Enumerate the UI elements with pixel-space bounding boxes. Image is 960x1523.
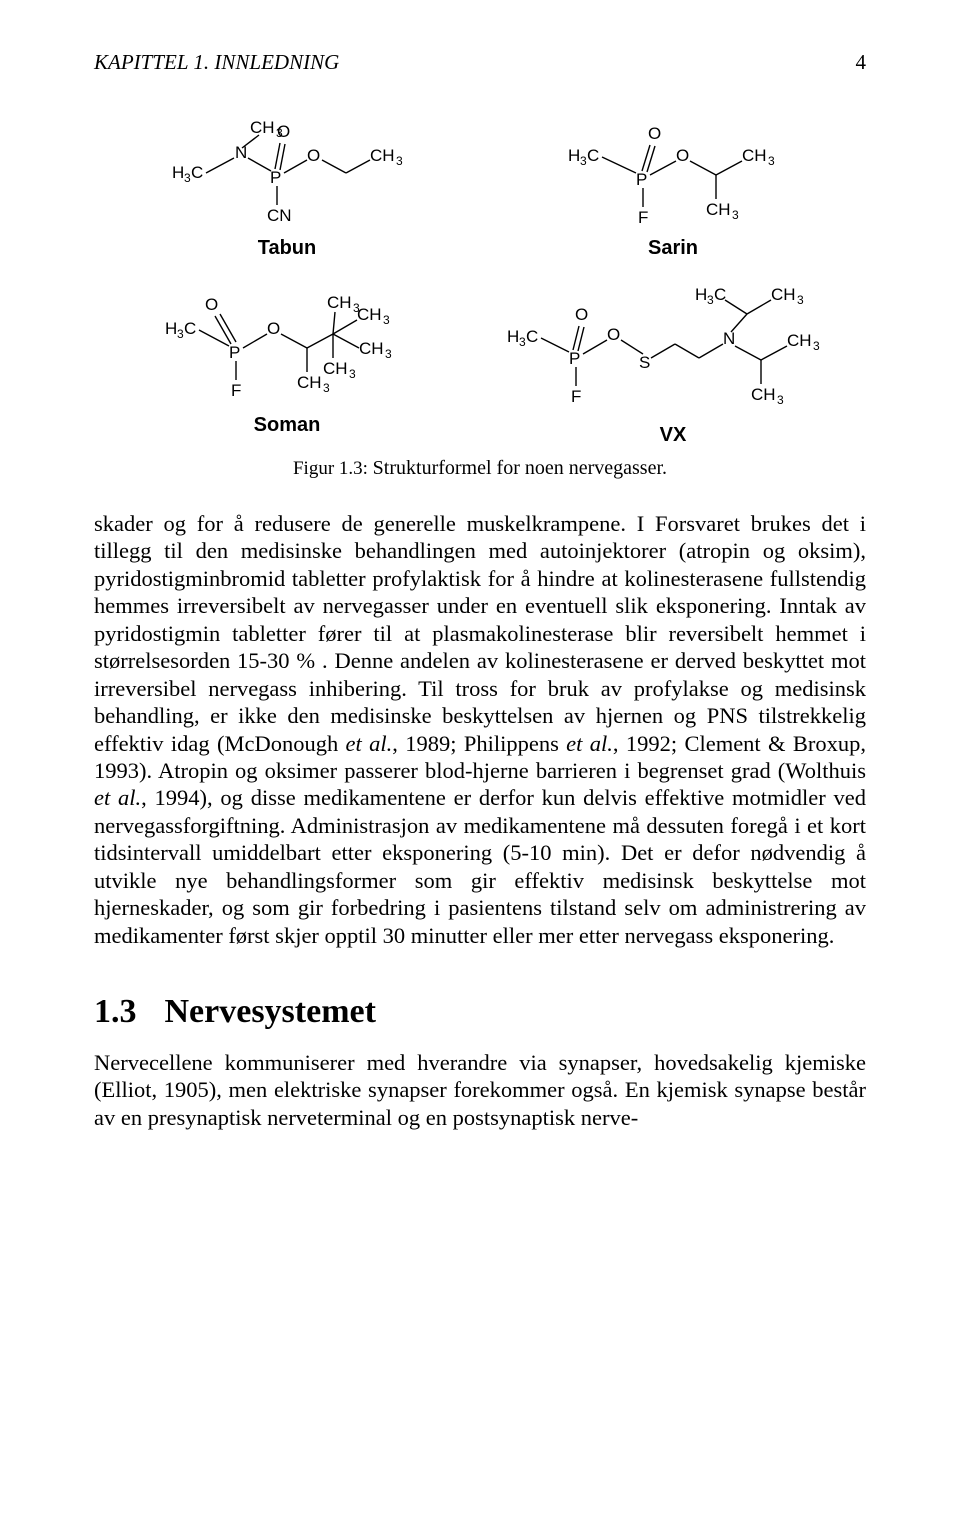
svg-text:H: H [172,163,184,182]
svg-text:C: C [587,146,599,165]
svg-text:3: 3 [707,293,714,307]
section-number: 1.3 [94,993,137,1030]
svg-text:C: C [526,327,538,346]
svg-text:3: 3 [580,154,587,168]
running-head: KAPITTEL 1. INNLEDNING 4 [94,50,866,75]
figure-area: CH3 N H3C P O O [94,103,866,480]
svg-text:O: O [277,122,290,141]
tabun-structure: CH3 N H3C P O O [162,103,412,233]
svg-text:P: P [636,170,647,189]
figure-caption-label: Figur 1.3: [293,458,368,479]
svg-text:N: N [723,329,735,348]
svg-text:3: 3 [383,313,390,327]
svg-text:3: 3 [768,154,775,168]
svg-text:CH: CH [706,200,731,219]
svg-text:CH: CH [297,373,322,392]
svg-text:CH: CH [771,285,796,304]
figure-caption: Figur 1.3: Strukturformel for noen nerve… [94,457,866,480]
svg-text:P: P [229,343,240,362]
sarin-structure: H3C P O O CH3 CH3 [558,103,788,233]
running-head-left: KAPITTEL 1. INNLEDNING [94,50,339,75]
svg-text:H: H [695,285,707,304]
svg-text:3: 3 [519,335,526,349]
page-number: 4 [856,50,867,75]
svg-text:3: 3 [184,171,191,185]
svg-text:CH: CH [751,385,776,404]
svg-text:O: O [648,124,661,143]
section-heading: 1.3 Nervesystemet [94,993,866,1031]
soman-label: Soman [254,414,321,437]
svg-text:CH: CH [250,118,275,137]
svg-text:3: 3 [353,301,360,315]
svg-text:C: C [184,319,196,338]
svg-text:H: H [568,146,580,165]
svg-text:CH: CH [327,293,352,312]
svg-text:O: O [575,305,588,324]
sarin-label: Sarin [648,237,698,260]
svg-text:P: P [270,168,281,187]
svg-text:CH: CH [359,339,384,358]
tabun-label: Tabun [258,237,317,260]
svg-text:CH: CH [357,305,382,324]
svg-text:CH: CH [323,359,348,378]
svg-text:CH: CH [370,146,395,165]
svg-text:CN: CN [267,206,292,225]
figure-cell-soman: H3C P O O CH3 CH3 [94,270,480,447]
chapter-label: KAPITTEL 1. [94,50,209,74]
svg-text:F: F [571,387,581,406]
svg-text:F: F [231,381,241,400]
svg-text:P: P [569,349,580,368]
section-paragraph: Nervecellene kommuniserer med hverandre … [94,1049,866,1131]
svg-text:H: H [165,319,177,338]
svg-text:3: 3 [797,293,804,307]
svg-text:S: S [639,353,650,372]
svg-text:3: 3 [732,208,739,222]
svg-text:F: F [638,208,648,227]
svg-text:N: N [235,143,247,162]
svg-text:C: C [714,285,726,304]
svg-text:O: O [307,146,320,165]
svg-text:3: 3 [177,327,184,341]
svg-text:C: C [191,163,203,182]
section-title: Nervesystemet [165,993,376,1030]
soman-structure: H3C P O O CH3 CH3 [157,270,417,410]
svg-text:3: 3 [323,381,330,395]
chapter-title: INNLEDNING [214,50,339,74]
body-paragraph: skader og for å redusere de generelle mu… [94,510,866,949]
svg-text:3: 3 [385,347,392,361]
page: KAPITTEL 1. INNLEDNING 4 CH3 N H3C P [0,0,960,1523]
figure-cell-vx: H3C P O O F S [480,270,866,447]
figure-caption-text: Strukturformel for noen nervegasser. [373,457,667,479]
svg-text:CH: CH [742,146,767,165]
svg-text:O: O [607,325,620,344]
svg-text:3: 3 [349,367,356,381]
vx-label: VX [660,424,687,447]
figure-cell-sarin: H3C P O O CH3 CH3 [480,103,866,260]
svg-text:CH: CH [787,331,812,350]
svg-text:O: O [676,146,689,165]
figure-cell-tabun: CH3 N H3C P O O [94,103,480,260]
svg-text:3: 3 [396,154,403,168]
svg-text:O: O [267,319,280,338]
svg-text:O: O [205,295,218,314]
vx-structure: H3C P O O F S [503,270,843,420]
svg-text:3: 3 [777,393,784,407]
svg-text:H: H [507,327,519,346]
figure-row-2: H3C P O O CH3 CH3 [94,270,866,447]
svg-text:3: 3 [813,339,820,353]
figure-row-1: CH3 N H3C P O O [94,103,866,260]
